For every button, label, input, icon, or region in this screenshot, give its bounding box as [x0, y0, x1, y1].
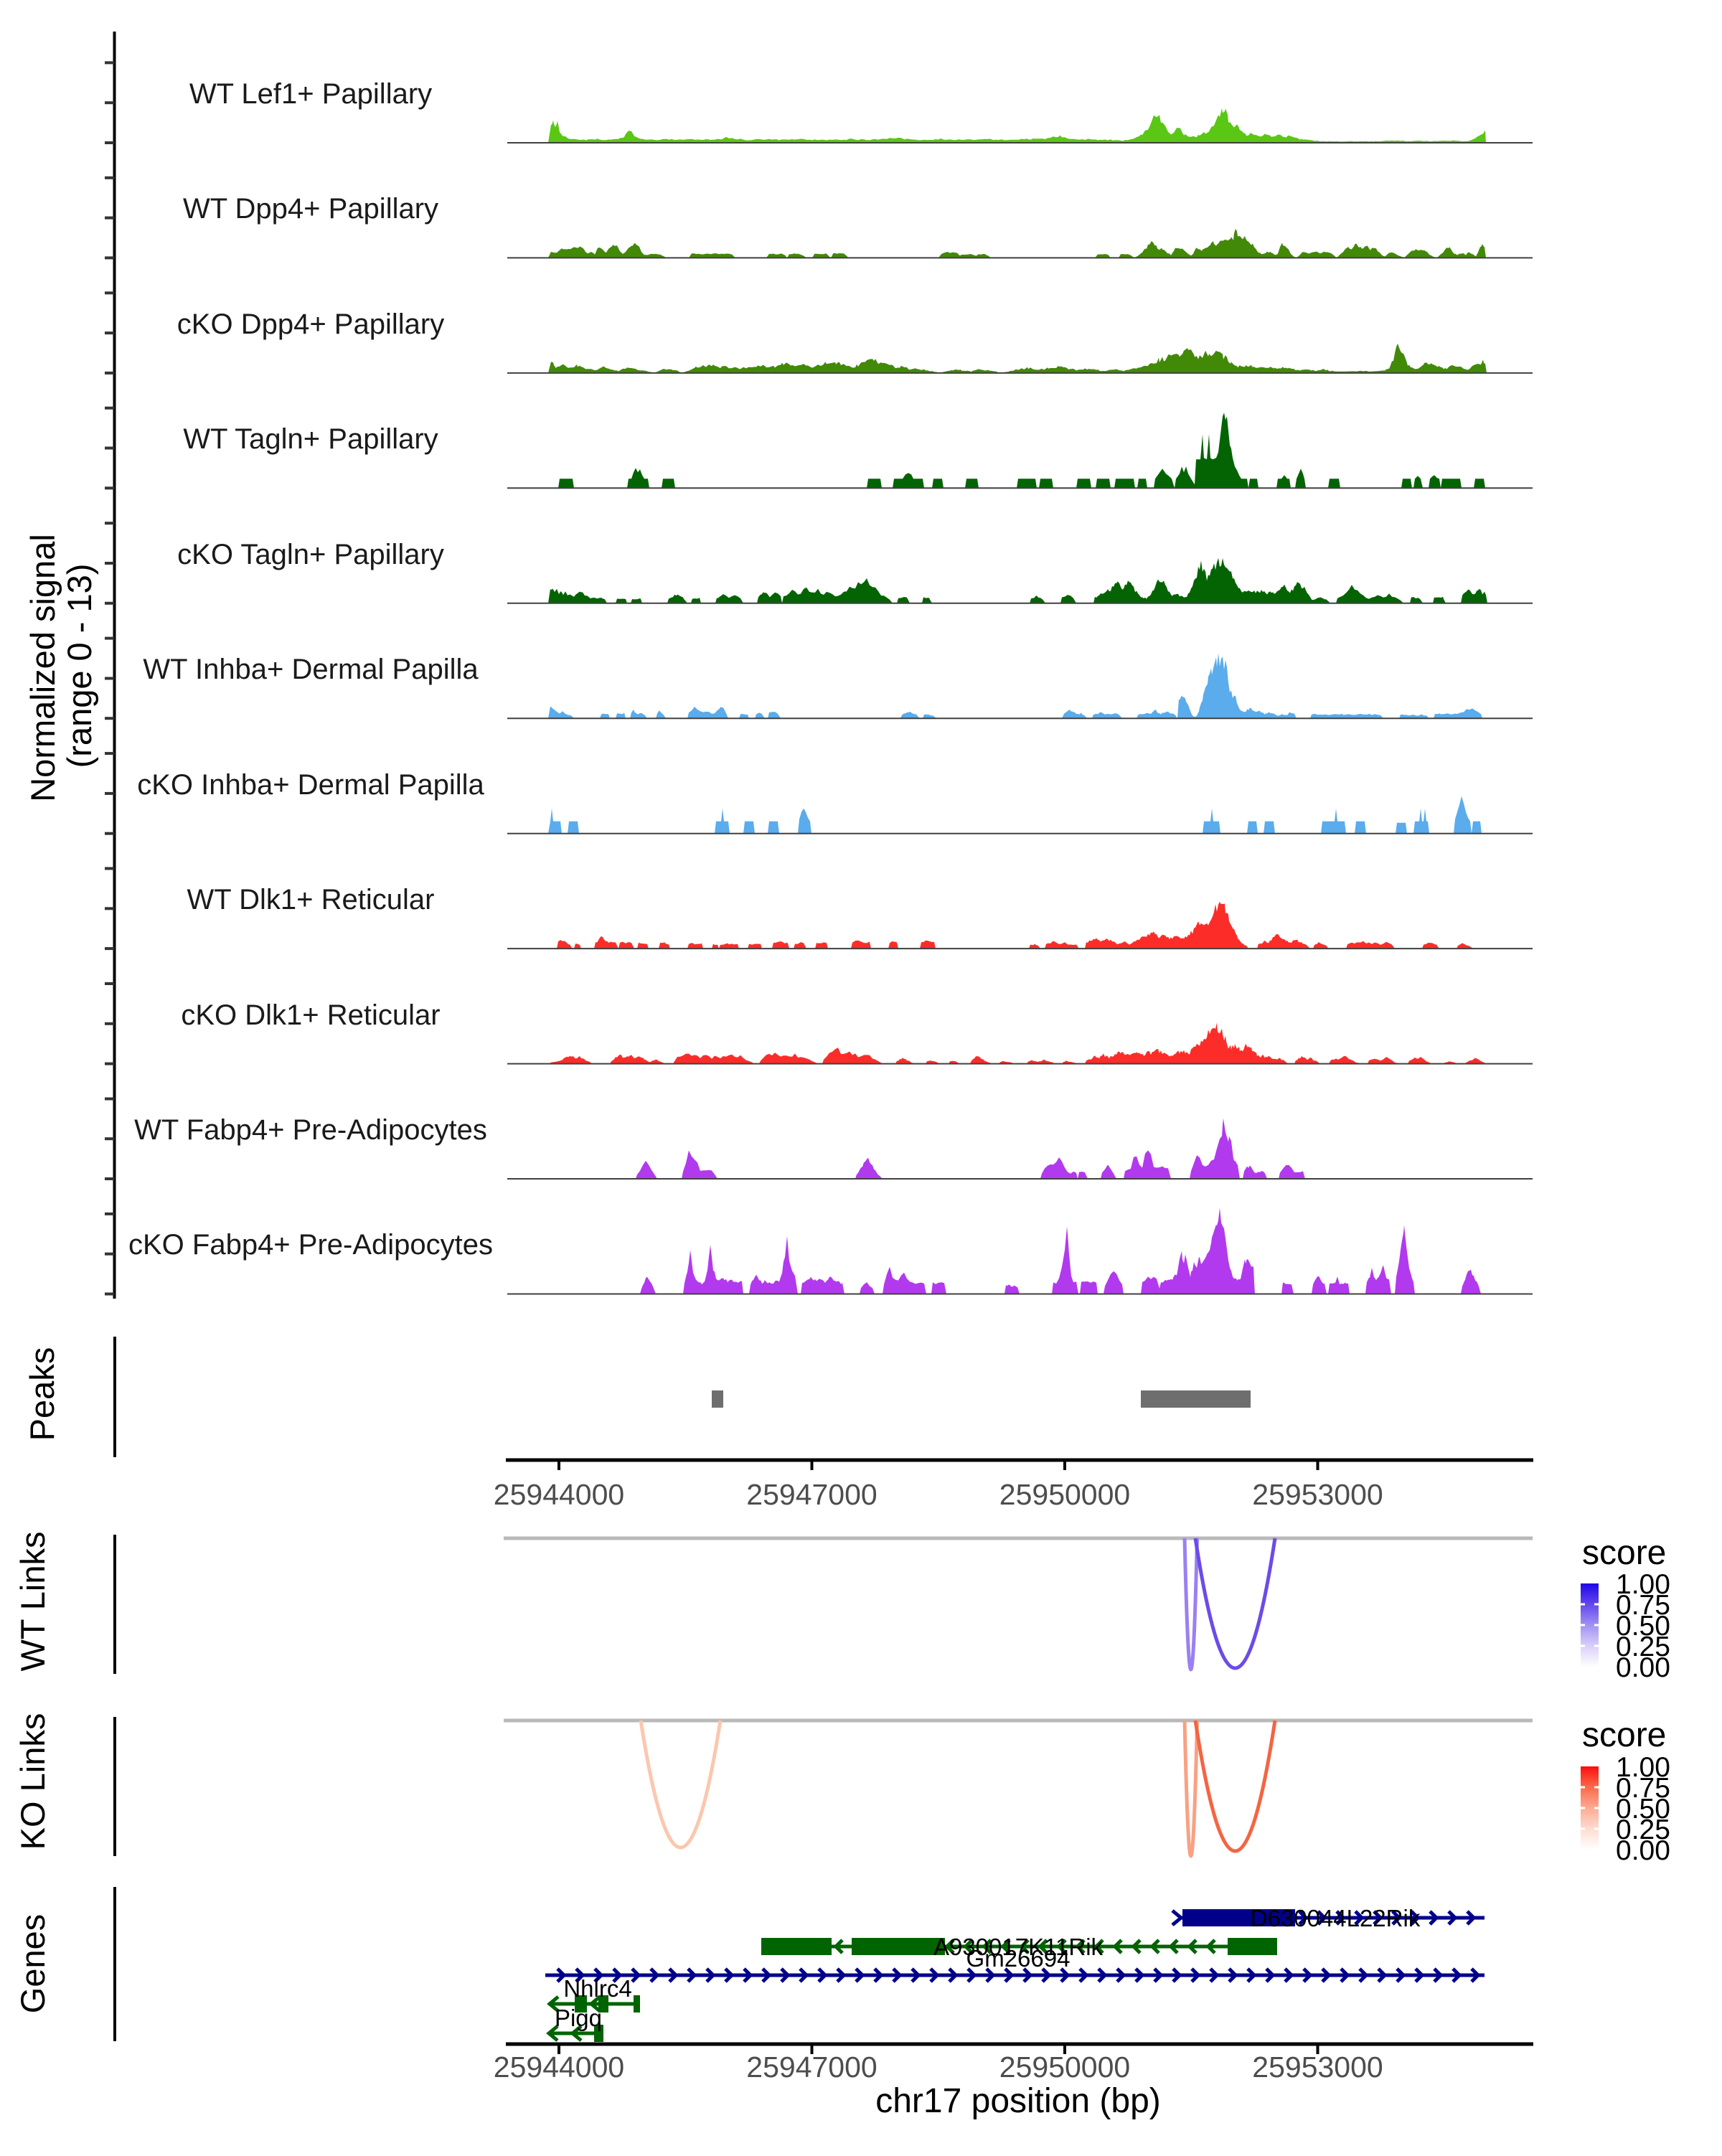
svg-text:WT Fabp4+ Pre-Adipocytes: WT Fabp4+ Pre-Adipocytes	[134, 1114, 487, 1146]
svg-text:WT Inhba+ Dermal Papilla: WT Inhba+ Dermal Papilla	[143, 654, 479, 685]
svg-text:Gm26694: Gm26694	[966, 1945, 1071, 1972]
svg-text:0.50: 0.50	[1616, 1794, 1670, 1825]
svg-text:0.00: 0.00	[1616, 1835, 1670, 1866]
svg-text:25950000: 25950000	[999, 1478, 1130, 1511]
svg-text:0.75: 0.75	[1616, 1773, 1670, 1804]
svg-text:KO Links: KO Links	[14, 1713, 52, 1850]
svg-text:Peaks: Peaks	[23, 1347, 61, 1441]
svg-text:Nhlrc4: Nhlrc4	[563, 1975, 631, 2002]
svg-text:cKO Dlk1+ Reticular: cKO Dlk1+ Reticular	[181, 999, 440, 1031]
svg-text:WT Dpp4+ Papillary: WT Dpp4+ Papillary	[183, 193, 438, 225]
svg-text:WT Lef1+ Papillary: WT Lef1+ Papillary	[189, 78, 432, 110]
svg-text:Normalized signal: Normalized signal	[24, 534, 62, 802]
svg-text:WT Links: WT Links	[14, 1532, 52, 1672]
svg-text:cKO Fabp4+ Pre-Adipocytes: cKO Fabp4+ Pre-Adipocytes	[128, 1229, 493, 1261]
svg-text:cKO Dpp4+ Papillary: cKO Dpp4+ Papillary	[177, 309, 444, 340]
svg-text:25953000: 25953000	[1252, 1478, 1383, 1511]
svg-text:D630044L22Rik: D630044L22Rik	[1251, 1905, 1421, 1931]
svg-text:25947000: 25947000	[746, 2051, 877, 2084]
svg-text:score: score	[1582, 1534, 1666, 1572]
svg-text:(range 0 - 13): (range 0 - 13)	[60, 564, 98, 768]
svg-text:0.50: 0.50	[1616, 1611, 1670, 1642]
svg-text:chr17 position (bp): chr17 position (bp)	[875, 2082, 1161, 2120]
svg-text:Genes: Genes	[14, 1914, 52, 2013]
svg-text:0.25: 0.25	[1616, 1814, 1670, 1845]
svg-text:cKO Tagln+ Papillary: cKO Tagln+ Papillary	[177, 539, 444, 570]
svg-text:0.00: 0.00	[1616, 1652, 1670, 1683]
svg-text:A930017K11Rik: A930017K11Rik	[933, 1934, 1104, 1960]
svg-text:WT Dlk1+ Reticular: WT Dlk1+ Reticular	[187, 884, 435, 915]
svg-text:cKO Inhba+ Dermal Papilla: cKO Inhba+ Dermal Papilla	[137, 769, 484, 801]
svg-text:25953000: 25953000	[1252, 2051, 1383, 2084]
svg-text:25944000: 25944000	[494, 1478, 624, 1511]
svg-text:25947000: 25947000	[746, 1478, 877, 1511]
svg-text:0.75: 0.75	[1616, 1590, 1670, 1621]
svg-text:WT Tagln+ Papillary: WT Tagln+ Papillary	[183, 423, 438, 455]
svg-text:1.00: 1.00	[1616, 1752, 1670, 1783]
svg-text:1.00: 1.00	[1616, 1569, 1670, 1600]
svg-text:0.25: 0.25	[1616, 1632, 1670, 1662]
svg-text:Pigq: Pigq	[555, 2005, 602, 2031]
svg-text:25950000: 25950000	[999, 2051, 1130, 2084]
svg-text:25944000: 25944000	[494, 2051, 624, 2084]
svg-text:score: score	[1582, 1716, 1666, 1754]
